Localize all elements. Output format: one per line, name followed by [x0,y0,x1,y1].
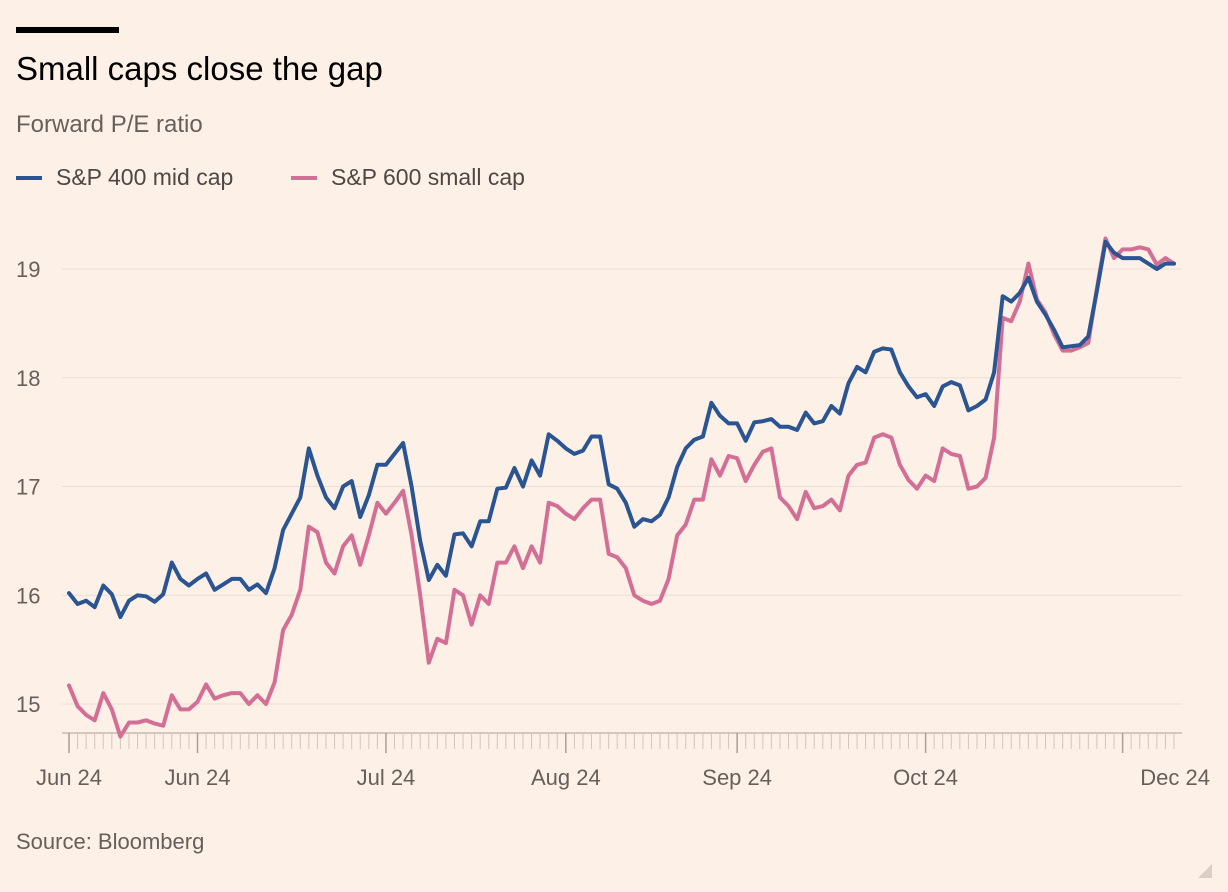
x-tick-label: Aug 24 [531,765,601,790]
chart-legend: S&P 400 mid cap S&P 600 small cap [16,164,1016,194]
y-tick-label: 19 [16,257,40,282]
resize-corner-icon [1198,864,1212,878]
legend-label-mid-cap: S&P 400 mid cap [56,164,234,190]
x-tick-label: Sep 24 [702,765,772,790]
x-tick-label: Jun 24 [164,765,230,790]
legend-swatch-mid-cap [16,175,42,180]
source-note: Source: Bloomberg [16,829,205,854]
series-line-small-cap [67,236,1176,739]
y-tick-label: 18 [16,366,40,391]
y-tick-label: 16 [16,583,40,608]
x-tick-label: Dec 24 [1140,765,1210,790]
y-tick-label: 17 [16,475,40,500]
legend-label-small-cap: S&P 600 small cap [331,164,525,190]
x-tick-label: Oct 24 [893,765,958,790]
chart-title: Small caps close the gap [16,50,383,87]
header-rule [16,27,119,33]
legend-item-small-cap: S&P 600 small cap [291,164,525,191]
legend-item-mid-cap: S&P 400 mid cap [16,164,233,191]
y-tick-label: 15 [16,692,40,717]
series-line-mid-cap [67,239,1176,619]
chart-subtitle: Forward P/E ratio [16,111,203,138]
x-tick-label: Jul 24 [357,765,416,790]
x-tick-label: Jun 24 [36,765,102,790]
legend-swatch-small-cap [291,175,317,180]
